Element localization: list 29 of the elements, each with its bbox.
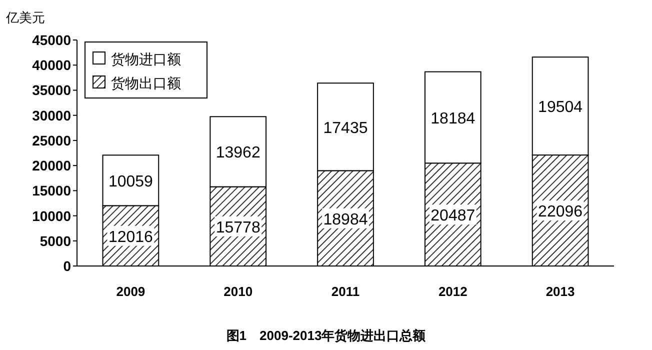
data-label: 22096 — [538, 204, 583, 221]
y-axis-title: 亿美元 — [5, 10, 45, 25]
x-tick-label: 2009 — [116, 284, 146, 299]
y-tick-label: 20000 — [32, 158, 72, 174]
x-tick-label: 2013 — [546, 284, 575, 299]
data-label: 19504 — [538, 99, 583, 116]
y-tick-label: 40000 — [32, 57, 72, 74]
y-tick-label: 5000 — [40, 232, 72, 249]
y-tick-label: 0 — [63, 258, 72, 274]
y-tick-label: 10000 — [32, 208, 72, 224]
data-label: 20487 — [430, 208, 476, 225]
y-tick-label: 30000 — [32, 107, 72, 124]
x-tick-label: 2011 — [331, 284, 360, 299]
data-label: 10059 — [108, 173, 154, 190]
legend-label: 货物进口额 — [111, 51, 181, 67]
y-tick-label: 35000 — [32, 82, 72, 98]
data-label: 17435 — [323, 120, 368, 137]
data-label: 13962 — [216, 144, 260, 162]
y-tick-label: 25000 — [32, 132, 72, 148]
x-tick-label: 2010 — [224, 284, 253, 299]
data-label: 18184 — [430, 110, 476, 128]
data-label: 15778 — [216, 219, 260, 236]
text: 图1 2009-2013年货物进出口总额 — [226, 328, 427, 343]
data-label: 12016 — [108, 228, 154, 246]
legend-label: 货物出口额 — [111, 75, 181, 91]
data-label: 18984 — [323, 211, 368, 228]
y-tick-label: 15000 — [32, 182, 72, 199]
y-tick-label: 45000 — [32, 32, 72, 48]
x-tick-label: 2012 — [438, 284, 468, 299]
